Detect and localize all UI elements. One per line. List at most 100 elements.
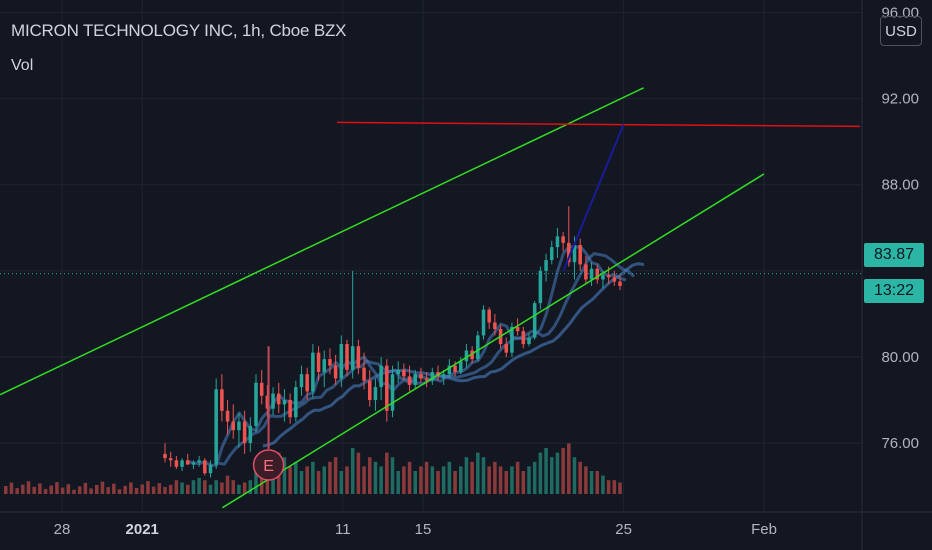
volume-bar	[242, 482, 247, 494]
volume-bar	[396, 471, 400, 494]
volume-bar	[606, 480, 611, 494]
candle-body	[322, 359, 327, 373]
candle-body	[572, 245, 577, 263]
volume-bar	[248, 480, 253, 494]
candle-body	[203, 460, 207, 474]
volume-bar	[441, 466, 446, 494]
volume-bar	[4, 486, 8, 494]
volume-bar	[373, 461, 378, 494]
projection-line	[562, 124, 625, 272]
candle-body	[328, 359, 332, 366]
volume-bar	[470, 461, 474, 494]
candle-body	[282, 400, 287, 405]
volume-bar	[225, 475, 230, 494]
volume-bar	[328, 461, 332, 494]
volume-bar	[578, 461, 582, 494]
price-tick-label: 96.00	[881, 4, 919, 21]
candle-body	[214, 389, 218, 465]
volume-bar	[601, 475, 605, 494]
volume-bar	[191, 480, 196, 494]
time-tick-label: Feb	[751, 521, 777, 538]
currency-button[interactable]: USD	[880, 16, 922, 46]
volume-bar	[38, 483, 42, 494]
volume-bar	[203, 480, 207, 494]
price-tick-label: 80.00	[881, 349, 919, 366]
bar-countdown-badge: 13:22	[864, 279, 924, 303]
candle-body	[441, 374, 446, 377]
candle-body	[367, 380, 372, 401]
volume-bar	[117, 489, 122, 494]
volume-bar	[390, 457, 395, 494]
volume-bar	[208, 484, 213, 494]
volume-bar	[316, 471, 321, 494]
candle-body	[476, 335, 480, 360]
candle-body	[413, 374, 418, 385]
candle-body	[567, 242, 571, 263]
volume-bar	[89, 488, 93, 494]
candle-body	[163, 453, 167, 459]
volume-bar	[339, 471, 344, 494]
volume-bar	[43, 488, 48, 494]
volume-bar	[305, 466, 309, 494]
volume-bar	[584, 466, 588, 494]
volume-bar	[83, 482, 88, 494]
volume-bar	[567, 443, 571, 494]
earnings-marker-label: E	[263, 458, 274, 475]
volume-bar	[151, 486, 156, 494]
volume-bar	[299, 471, 304, 494]
candle-body	[464, 350, 469, 362]
candle-body	[447, 365, 452, 375]
candle-body	[242, 421, 247, 444]
candle-body	[538, 270, 543, 304]
candle-body	[174, 460, 179, 467]
volume-bar	[572, 457, 577, 494]
volume-bar	[106, 487, 110, 494]
time-tick-label: 15	[415, 521, 432, 538]
candle-body	[237, 421, 241, 431]
candle-body	[589, 268, 594, 280]
candle-body	[265, 395, 270, 409]
volume-bar	[356, 452, 361, 494]
volume-bar	[72, 489, 76, 494]
candle-body	[231, 421, 236, 431]
candle-body	[208, 464, 213, 474]
volume-bar	[100, 481, 105, 494]
current-price-badge: 83.87	[864, 243, 924, 267]
symbol-title[interactable]: MICRON TECHNOLOGY INC, 1h, Cboe BZX	[11, 21, 347, 40]
volume-bar	[419, 466, 423, 494]
volume-bar	[95, 485, 99, 494]
volume-bar	[385, 452, 389, 494]
price-tick-label: 88.00	[881, 177, 919, 194]
candle-body	[549, 247, 554, 261]
volume-bar	[362, 466, 366, 494]
volume-bar	[311, 461, 315, 494]
volume-bar	[60, 487, 65, 494]
volume-bar	[430, 466, 435, 494]
volume-bar	[294, 461, 298, 494]
candle-body	[532, 303, 537, 338]
volume-bar	[174, 480, 179, 494]
volume-bar	[49, 485, 54, 494]
candle-body	[385, 365, 389, 411]
candle-body	[487, 309, 491, 323]
candle-body	[356, 346, 361, 368]
candle-body	[390, 374, 395, 411]
candle-body	[225, 410, 230, 422]
volume-bar	[476, 452, 480, 494]
volume-bar	[66, 484, 71, 494]
volume-bar	[157, 483, 162, 494]
volume-bar	[589, 471, 594, 494]
candle-body	[493, 322, 497, 329]
candle-body	[254, 382, 258, 426]
time-tick-label: 11	[335, 521, 351, 538]
volume-bar	[453, 471, 457, 494]
upper-channel-line	[0, 87, 644, 396]
earnings-marker-icon	[252, 449, 285, 481]
price-tick-label: 92.00	[881, 91, 919, 108]
volume-bar	[9, 482, 14, 494]
volume-bar	[498, 466, 503, 494]
volume-indicator-label[interactable]: Vol	[11, 57, 34, 74]
candle-body	[259, 382, 264, 396]
volume-bar	[180, 482, 184, 494]
